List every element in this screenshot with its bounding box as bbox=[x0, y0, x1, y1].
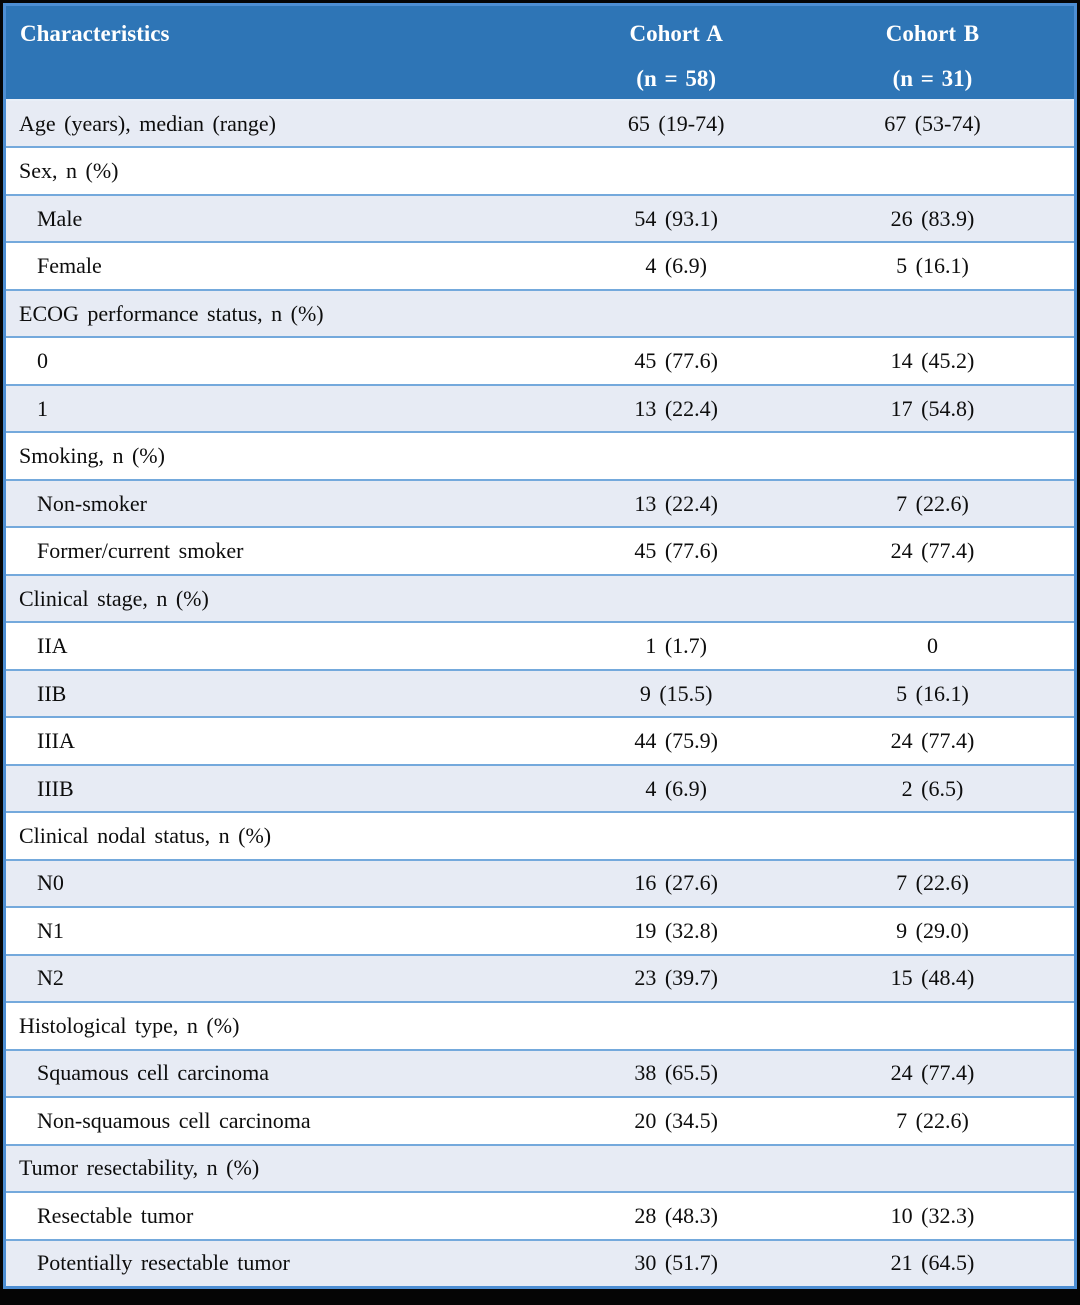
header-cohort-a-n: (n = 58) bbox=[636, 66, 717, 91]
cohort-a-value: 9 (15.5) bbox=[639, 680, 713, 706]
table-row: IIIB 4 (6.9) 2 (6.5) bbox=[6, 765, 1074, 814]
table-row: ECOG performance status, n (%) bbox=[6, 290, 1074, 339]
row-label: Non-squamous cell carcinoma bbox=[37, 1107, 311, 1133]
row-label: N0 bbox=[37, 870, 64, 896]
header-cohort-b: Cohort B (n = 31) bbox=[791, 6, 1074, 99]
table-row: Clinical stage, n (%) bbox=[6, 575, 1074, 624]
table-row: 0 45 (77.6) 14 (45.2) bbox=[6, 338, 1074, 386]
row-label: IIIB bbox=[37, 775, 74, 801]
table-row: Potentially resectable tumor 30 (51.7) 2… bbox=[6, 1240, 1074, 1286]
cohort-b-value: 24 (77.4) bbox=[890, 1060, 975, 1086]
row-label: Potentially resectable tumor bbox=[37, 1250, 290, 1276]
table-row: N2 23 (39.7) 15 (48.4) bbox=[6, 955, 1074, 1004]
row-label: Resectable tumor bbox=[37, 1202, 194, 1228]
table-row: IIIA 44 (75.9) 24 (77.4) bbox=[6, 718, 1074, 766]
header-cohort-a-name: Cohort A bbox=[629, 21, 723, 46]
table-row: IIB 9 (15.5) 5 (16.1) bbox=[6, 670, 1074, 719]
table-row: Former/current smoker 45 (77.6) 24 (77.4… bbox=[6, 528, 1074, 576]
row-label: IIB bbox=[37, 680, 67, 706]
cohort-a-value: 19 (32.8) bbox=[634, 917, 718, 943]
cohort-b-value: 0 bbox=[926, 633, 938, 659]
row-label: Sex, n (%) bbox=[19, 158, 119, 184]
cohort-b-value: 2 (6.5) bbox=[901, 775, 964, 801]
table-row: Sex, n (%) bbox=[6, 148, 1074, 196]
table-row: Non-squamous cell carcinoma 20 (34.5) 7 … bbox=[6, 1098, 1074, 1146]
cohort-a-value: 16 (27.6) bbox=[634, 870, 718, 896]
table-body: Age (years), median (range) 65 (19-74) 6… bbox=[6, 101, 1074, 1286]
row-label: Former/current smoker bbox=[37, 538, 244, 564]
table-row: N0 16 (27.6) 7 (22.6) bbox=[6, 860, 1074, 909]
table-row: IIA 1 (1.7) 0 bbox=[6, 623, 1074, 671]
table-row: Tumor resectability, n (%) bbox=[6, 1145, 1074, 1194]
header-cohort-b-name: Cohort B bbox=[885, 21, 980, 46]
cohort-a-value: 28 (48.3) bbox=[634, 1202, 718, 1228]
cohort-b-value: 7 (22.6) bbox=[896, 870, 969, 896]
table-row: Clinical nodal status, n (%) bbox=[6, 813, 1074, 861]
cohort-a-value: 54 (93.1) bbox=[634, 205, 718, 231]
row-label: IIA bbox=[37, 633, 68, 659]
header-characteristics: Characteristics bbox=[20, 21, 170, 46]
row-label: ECOG performance status, n (%) bbox=[19, 300, 324, 326]
patient-characteristics-table: Characteristics Cohort A (n = 58) Cohort… bbox=[3, 3, 1077, 1289]
cohort-b-value: 10 (32.3) bbox=[890, 1202, 975, 1228]
cohort-b-value: 21 (64.5) bbox=[890, 1250, 975, 1276]
cohort-b-value: 24 (77.4) bbox=[890, 728, 975, 754]
row-label: Histological type, n (%) bbox=[19, 1012, 240, 1038]
table-row: Male 54 (93.1) 26 (83.9) bbox=[6, 195, 1074, 244]
cohort-a-value: 13 (22.4) bbox=[634, 395, 718, 421]
cohort-a-value: 4 (6.9) bbox=[645, 253, 707, 279]
table-header-row: Characteristics Cohort A (n = 58) Cohort… bbox=[6, 6, 1074, 101]
cohort-a-value: 44 (75.9) bbox=[634, 728, 718, 754]
header-cohort-b-n: (n = 31) bbox=[892, 66, 973, 91]
cohort-a-value: 13 (22.4) bbox=[634, 490, 718, 516]
table-row: N1 19 (32.8) 9 (29.0) bbox=[6, 908, 1074, 956]
row-label: Squamous cell carcinoma bbox=[37, 1060, 270, 1086]
cohort-b-value: 15 (48.4) bbox=[890, 965, 975, 991]
row-label: Female bbox=[37, 253, 102, 279]
cohort-b-value: 67 (53-74) bbox=[884, 110, 981, 136]
cohort-b-value: 9 (29.0) bbox=[896, 917, 969, 943]
cohort-b-value: 5 (16.1) bbox=[896, 253, 969, 279]
cohort-b-value: 7 (22.6) bbox=[896, 1107, 969, 1133]
row-label: Clinical nodal status, n (%) bbox=[19, 823, 272, 848]
cohort-b-value: 14 (45.2) bbox=[890, 348, 975, 374]
row-label: Clinical stage, n (%) bbox=[19, 585, 209, 611]
row-label: 0 bbox=[37, 348, 48, 374]
row-label: IIIA bbox=[37, 728, 75, 754]
table-row: 1 13 (22.4) 17 (54.8) bbox=[6, 385, 1074, 434]
cohort-a-value: 45 (77.6) bbox=[634, 348, 718, 374]
table-row: Smoking, n (%) bbox=[6, 433, 1074, 481]
row-label: Tumor resectability, n (%) bbox=[19, 1155, 260, 1181]
cohort-a-value: 38 (65.5) bbox=[634, 1060, 718, 1086]
table-row: Squamous cell carcinoma 38 (65.5) 24 (77… bbox=[6, 1050, 1074, 1099]
row-label: Age (years), median (range) bbox=[19, 110, 276, 136]
row-label: Male bbox=[37, 205, 83, 231]
table-row: Histological type, n (%) bbox=[6, 1003, 1074, 1051]
row-label: Non-smoker bbox=[37, 490, 147, 516]
row-label: Smoking, n (%) bbox=[19, 443, 165, 469]
table-row: Resectable tumor 28 (48.3) 10 (32.3) bbox=[6, 1193, 1074, 1241]
cohort-a-value: 23 (39.7) bbox=[634, 965, 718, 991]
cohort-a-value: 30 (51.7) bbox=[634, 1250, 718, 1276]
table-row: Age (years), median (range) 65 (19-74) 6… bbox=[6, 101, 1074, 149]
table-row: Female 4 (6.9) 5 (16.1) bbox=[6, 243, 1074, 291]
row-label: N2 bbox=[37, 965, 64, 991]
cohort-a-value: 20 (34.5) bbox=[634, 1107, 718, 1133]
cohort-a-value: 65 (19-74) bbox=[627, 110, 725, 136]
cohort-b-value: 7 (22.6) bbox=[896, 490, 969, 516]
row-label: 1 bbox=[37, 395, 48, 421]
table-row: Non-smoker 13 (22.4) 7 (22.6) bbox=[6, 480, 1074, 529]
cohort-b-value: 5 (16.1) bbox=[896, 680, 969, 706]
header-cohort-a: Cohort A (n = 58) bbox=[561, 6, 791, 99]
cohort-b-value: 24 (77.4) bbox=[890, 538, 975, 564]
cohort-b-value: 17 (54.8) bbox=[890, 395, 975, 421]
cohort-b-value: 26 (83.9) bbox=[890, 205, 975, 231]
cohort-a-value: 4 (6.9) bbox=[645, 775, 707, 801]
row-label: N1 bbox=[37, 917, 64, 943]
cohort-a-value: 45 (77.6) bbox=[634, 538, 718, 564]
cohort-a-value: 1 (1.7) bbox=[645, 633, 707, 659]
